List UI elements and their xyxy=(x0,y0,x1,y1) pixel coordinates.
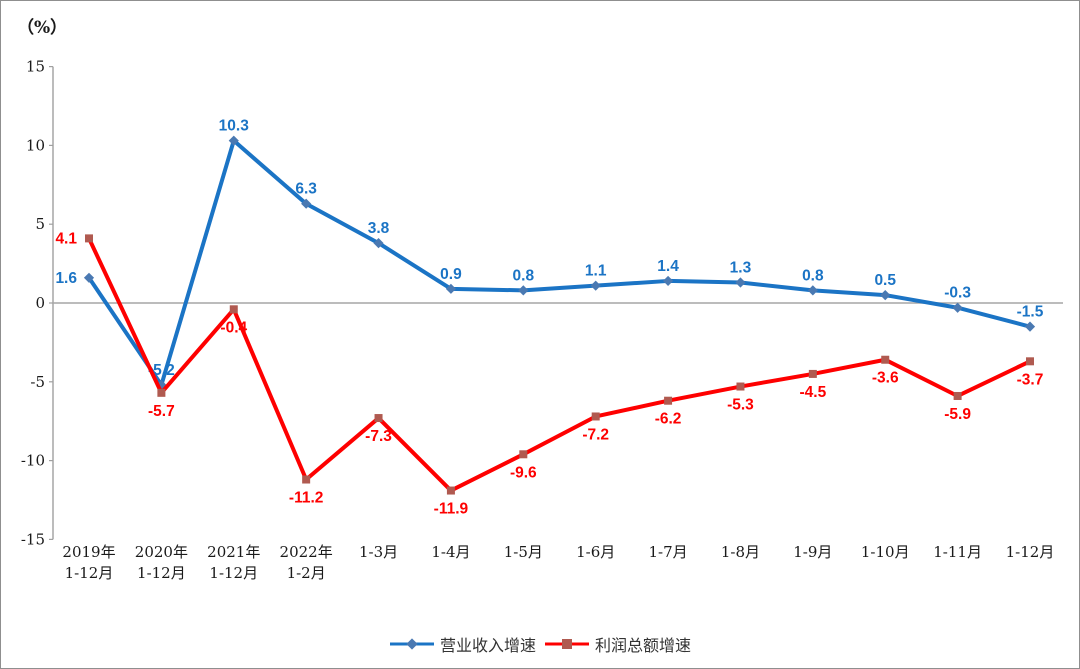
svg-text:10.3: 10.3 xyxy=(219,118,250,135)
svg-text:1.6: 1.6 xyxy=(55,270,77,287)
svg-text:-1.5: -1.5 xyxy=(1017,304,1044,321)
svg-text:-9.6: -9.6 xyxy=(510,464,537,481)
svg-text:1-12月: 1-12月 xyxy=(137,564,186,582)
svg-text:-0.4: -0.4 xyxy=(220,319,247,336)
svg-text:10: 10 xyxy=(26,136,45,154)
svg-text:1-8月: 1-8月 xyxy=(721,543,760,561)
chart-legend: 营业收入增速 利润总额增速 xyxy=(1,632,1079,656)
svg-text:0: 0 xyxy=(35,294,45,312)
svg-text:-5: -5 xyxy=(30,373,45,391)
svg-text:3.8: 3.8 xyxy=(368,220,390,237)
svg-text:1-11月: 1-11月 xyxy=(933,543,982,561)
svg-text:5: 5 xyxy=(35,215,45,233)
legend-swatch-line-diamond xyxy=(389,638,434,650)
svg-text:1-12月: 1-12月 xyxy=(65,564,114,582)
svg-text:-5.9: -5.9 xyxy=(944,406,971,423)
svg-text:1.4: 1.4 xyxy=(657,258,679,275)
svg-text:1-9月: 1-9月 xyxy=(793,543,832,561)
svg-text:1.1: 1.1 xyxy=(585,263,607,280)
svg-text:1.3: 1.3 xyxy=(730,260,752,277)
svg-text:-6.2: -6.2 xyxy=(655,411,682,428)
svg-text:1-12月: 1-12月 xyxy=(1006,543,1055,561)
svg-text:4.1: 4.1 xyxy=(55,230,77,247)
svg-text:1-6月: 1-6月 xyxy=(576,543,615,561)
svg-text:0.8: 0.8 xyxy=(802,267,824,284)
svg-text:1-5月: 1-5月 xyxy=(504,543,543,561)
svg-text:1-3月: 1-3月 xyxy=(359,543,398,561)
svg-text:-7.2: -7.2 xyxy=(582,426,609,443)
svg-text:-15: -15 xyxy=(21,530,45,548)
svg-text:2019年: 2019年 xyxy=(62,543,115,561)
svg-text:-11.9: -11.9 xyxy=(434,501,469,518)
legend-item-profit-growth: 利润总额增速 xyxy=(544,632,691,656)
svg-text:2022年: 2022年 xyxy=(280,543,333,561)
svg-text:1-4月: 1-4月 xyxy=(431,543,470,561)
svg-text:1-2月: 1-2月 xyxy=(287,564,326,582)
legend-label-profit-growth: 利润总额增速 xyxy=(595,638,692,655)
y-axis-unit-label: （%） xyxy=(17,18,68,38)
svg-text:1-10月: 1-10月 xyxy=(861,543,910,561)
svg-text:2021年: 2021年 xyxy=(207,543,260,561)
legend-swatch-line-square xyxy=(545,639,589,649)
svg-text:-5.3: -5.3 xyxy=(727,397,754,414)
svg-text:15: 15 xyxy=(26,58,45,76)
svg-text:1-12月: 1-12月 xyxy=(209,564,258,582)
svg-text:-11.2: -11.2 xyxy=(289,490,323,507)
svg-text:0.5: 0.5 xyxy=(874,272,896,289)
svg-text:6.3: 6.3 xyxy=(295,181,317,198)
svg-text:-10: -10 xyxy=(21,452,45,470)
svg-text:1-7月: 1-7月 xyxy=(648,543,687,561)
legend-label-revenue-growth: 营业收入增速 xyxy=(439,638,536,655)
svg-text:0.8: 0.8 xyxy=(513,267,535,284)
svg-text:2020年: 2020年 xyxy=(135,543,188,561)
svg-text:0.9: 0.9 xyxy=(440,266,462,283)
svg-text:-3.6: -3.6 xyxy=(872,370,899,387)
legend-item-revenue-growth: 营业收入增速 xyxy=(389,632,536,656)
svg-text:-4.5: -4.5 xyxy=(799,384,826,401)
svg-text:-7.3: -7.3 xyxy=(365,428,392,445)
svg-text:-3.7: -3.7 xyxy=(1017,371,1044,388)
svg-text:-5.7: -5.7 xyxy=(148,403,175,420)
svg-text:-0.3: -0.3 xyxy=(944,285,971,302)
